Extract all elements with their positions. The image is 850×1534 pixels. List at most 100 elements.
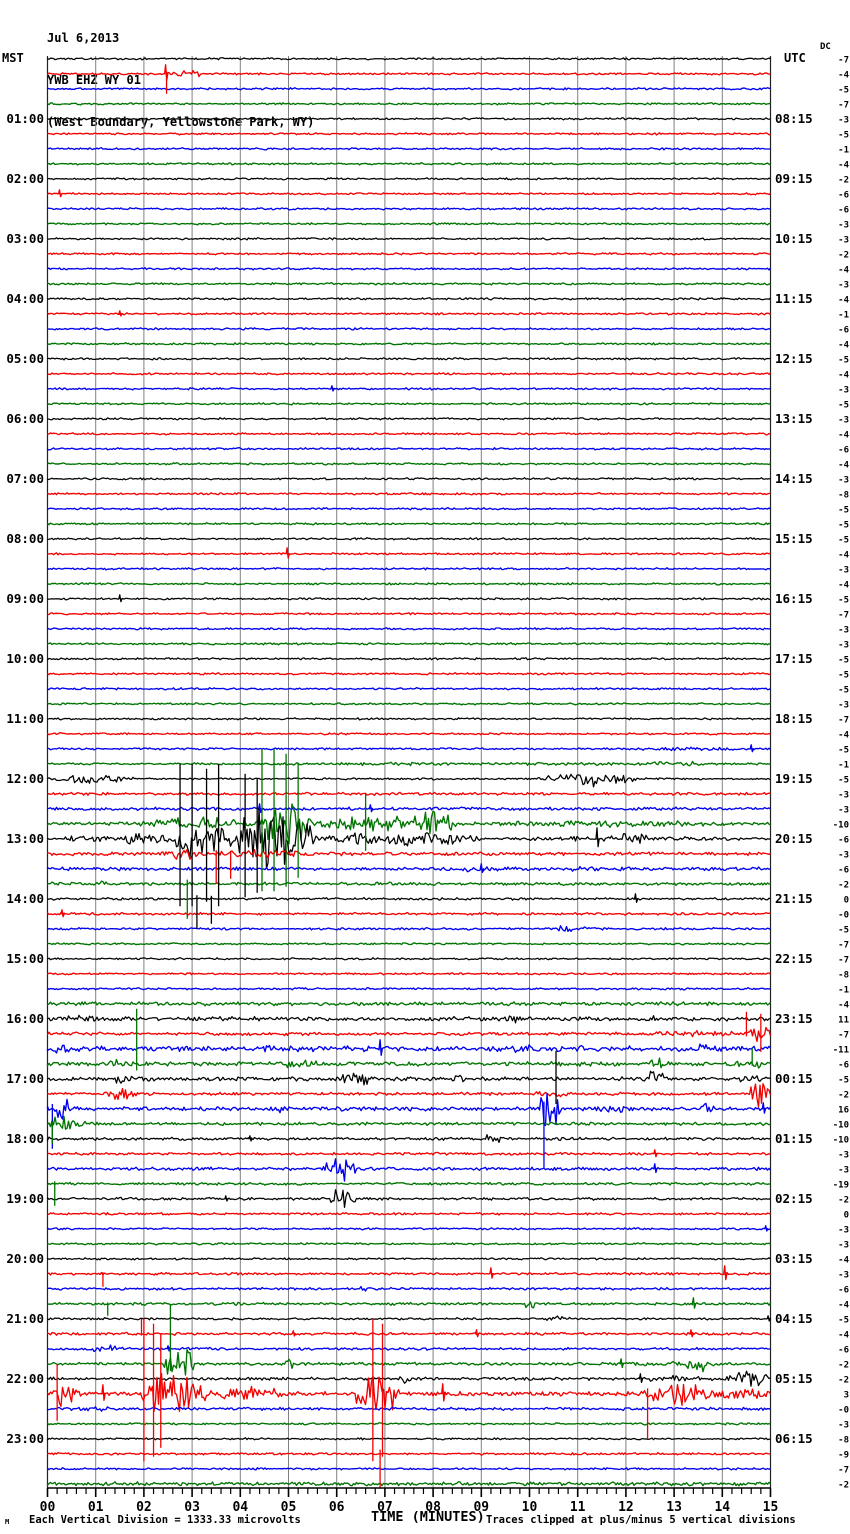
seismo-trace-row	[46, 1406, 771, 1412]
seismo-trace-row	[46, 1001, 771, 1007]
seismo-trace-row	[46, 462, 771, 466]
dc-offset-value: 0	[844, 895, 849, 905]
seismo-trace-row	[46, 803, 771, 845]
title-date: Jul 6,2013	[47, 31, 120, 45]
seismo-trace-row	[47, 162, 771, 166]
mst-hour-label: 08:00	[6, 531, 44, 546]
seismo-trace-row	[46, 189, 771, 198]
utc-hour-label: 03:15	[775, 1251, 813, 1266]
mst-hour-label: 02:00	[6, 171, 44, 186]
dc-offset-value: -5	[838, 130, 849, 140]
dc-offset-value: -2	[838, 1480, 849, 1490]
dc-offset-value: -5	[838, 595, 849, 605]
utc-hour-label: 15:15	[775, 531, 813, 546]
dc-offset-value: -3	[838, 790, 849, 800]
dc-offset-value: -2	[838, 1375, 849, 1385]
seismo-trace-row	[46, 282, 771, 286]
seismo-trace-row	[46, 657, 771, 661]
seismo-trace-row	[46, 1039, 771, 1056]
dc-offset-value: -3	[838, 805, 849, 815]
seismo-trace-row	[46, 1014, 771, 1024]
seismo-trace-row	[46, 760, 771, 767]
seismo-trace-row	[46, 1422, 771, 1426]
seismo-trace-row	[46, 207, 771, 211]
dc-offset-value: -11	[833, 1045, 849, 1055]
dc-offset-value: -3	[838, 475, 849, 485]
mst-hour-label: 21:00	[6, 1311, 44, 1326]
title-station: YWB EHZ WY 01	[47, 73, 141, 87]
dc-offset-value: -4	[838, 1000, 849, 1010]
dc-offset-value: -7	[838, 715, 849, 725]
seismo-trace-row	[46, 57, 771, 61]
x-axis-title: TIME (MINUTES)	[371, 1509, 485, 1525]
x-tick-label: 12	[618, 1500, 634, 1515]
dc-offset-value: -2	[838, 1195, 849, 1205]
dc-offset-value: -6	[838, 1345, 849, 1355]
seismo-trace-row	[46, 849, 771, 860]
dc-offset-value: -0	[838, 910, 849, 920]
dc-offset-value: -1	[838, 760, 849, 770]
seismo-trace-row	[46, 402, 771, 406]
seismo-trace-row	[46, 252, 771, 256]
mst-hour-label: 14:00	[6, 891, 44, 906]
mst-hour-label: 09:00	[6, 591, 44, 606]
dc-offset-value: -0	[838, 1405, 849, 1415]
seismo-trace-row	[46, 132, 771, 136]
dc-offset-value: -5	[838, 535, 849, 545]
seismo-trace-row	[46, 567, 771, 571]
utc-hour-label: 02:15	[775, 1191, 813, 1206]
seismo-trace-row	[46, 1348, 771, 1376]
seismo-trace-row	[47, 327, 771, 331]
dc-offset-value: -5	[838, 685, 849, 695]
dc-offset-value: -4	[838, 460, 849, 470]
corner-mark: M	[5, 1518, 10, 1526]
seismo-trace-row	[46, 803, 771, 814]
seismo-trace-row	[46, 1189, 771, 1209]
seismo-trace-row	[47, 582, 771, 586]
mst-hour-label: 12:00	[6, 771, 44, 786]
mst-hour-label: 01:00	[6, 111, 44, 126]
dc-offset-value: -4	[838, 1300, 849, 1310]
dc-offset-value: -7	[838, 55, 849, 65]
dc-offset-value: 16	[838, 1105, 849, 1115]
dc-offset-value: -10	[833, 820, 849, 830]
seismo-trace-row	[47, 417, 771, 421]
seismo-trace-row	[46, 1370, 771, 1387]
mst-hour-label: 18:00	[6, 1131, 44, 1146]
seismo-trace-row	[46, 1225, 771, 1232]
seismo-trace-row	[46, 1115, 771, 1130]
seismo-trace-row	[46, 64, 771, 81]
seismo-trace-row	[46, 1212, 771, 1216]
seismo-trace-row	[47, 791, 771, 797]
dc-offset-value: -7	[838, 100, 849, 110]
dc-offset-value: -6	[838, 190, 849, 200]
dc-offset-value: -2	[838, 175, 849, 185]
seismo-trace-row	[46, 117, 771, 121]
dc-offset-value: -5	[838, 505, 849, 515]
utc-hour-label: 21:15	[775, 891, 813, 906]
seismo-trace-row	[46, 537, 771, 541]
clip-note: Traces clipped at plus/minus 5 vertical …	[486, 1514, 796, 1526]
seismo-trace-row	[46, 342, 771, 346]
dc-offset-value: -3	[838, 850, 849, 860]
dc-offset-value: -5	[838, 520, 849, 530]
left-timezone-label: MST	[2, 51, 24, 65]
seismo-trace-row	[46, 702, 771, 706]
dc-offset-value: -8	[838, 1435, 849, 1445]
dc-offset-value: -5	[838, 400, 849, 410]
dc-offset-value: -7	[838, 1465, 849, 1475]
seismo-trace-row	[46, 1070, 771, 1086]
right-timezone-label: UTC	[784, 51, 806, 65]
dc-offset-value: -7	[838, 610, 849, 620]
mst-hour-label: 16:00	[6, 1011, 44, 1026]
seismo-trace-row	[46, 880, 771, 887]
dc-offset-value: -4	[838, 340, 849, 350]
seismo-trace-row	[46, 594, 771, 603]
dc-offset-value: -4	[838, 1255, 849, 1265]
seismo-trace-row	[46, 863, 771, 874]
utc-hour-label: 20:15	[775, 831, 813, 846]
utc-hour-label: 00:15	[775, 1071, 813, 1086]
seismo-trace-row	[46, 1149, 771, 1158]
seismo-trace-row	[46, 267, 772, 271]
seismo-trace-row	[46, 310, 771, 317]
